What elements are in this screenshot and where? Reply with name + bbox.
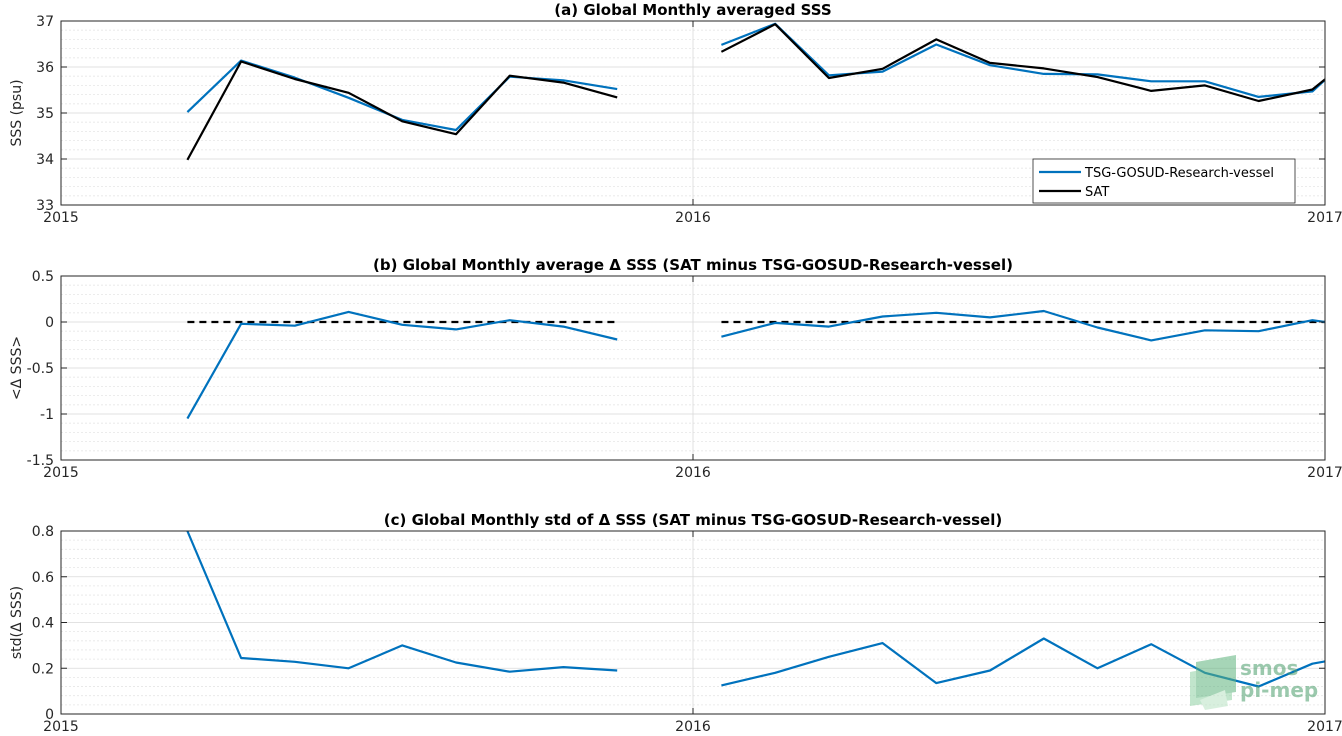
panel-b-mean-delta-sss: -1.5 -1 -0.5 0 0.5 2015 2016 2017 (b) Global Mon… [9,256,1342,481]
x-tick-label: 2016 [675,719,711,735]
y-tick-label: -0.5 [27,361,54,377]
chart-title: (a) Global Monthly averaged SSS [554,1,831,19]
y-tick-label: 0.5 [32,269,54,285]
y-tick-label: 0.6 [32,570,54,586]
x-tick-label: 2017 [1307,719,1342,735]
series-line-delta-seg0 [186,530,618,673]
series-line-delta-seg1 [721,637,1325,688]
y-tick-label: 0 [45,707,54,723]
panel-c-std-delta-sss: 0 0.2 0.4 0.6 0.8 2015 2016 2017 (c) Global Mont… [9,511,1342,735]
chart-title: (b) Global Monthly average Δ SSS (SAT mi… [373,256,1013,274]
x-tick-label: 2015 [43,719,79,735]
y-tick-label: 0.2 [32,661,54,677]
series-line-tsg-gosud-research-vessel-seg1 [720,22,1325,99]
x-tick-label: 2016 [675,465,711,481]
series-line-sat-seg0 [186,60,618,161]
y-tick-label: 0 [45,315,54,331]
y-tick-label: -1.5 [27,453,54,469]
y-tick-label: 37 [36,14,54,30]
y-tick-label: 0.8 [32,524,54,540]
y-tick-label: 35 [36,106,54,122]
x-tick-label: 2016 [675,210,711,226]
y-axis-label: SSS (psu) [9,79,25,146]
x-tick-label: 2015 [43,210,79,226]
y-axis-label: std(Δ SSS) [9,586,25,659]
y-tick-label: 33 [36,198,54,214]
y-tick-label: 0.4 [32,616,54,632]
legend-entry: TSG-GOSUD-Research-vessel [1084,166,1274,181]
logo-line2: pi-mep [1240,678,1318,702]
x-tick-label: 2017 [1307,210,1342,226]
y-tick-label: 34 [36,152,54,168]
series-line-delta-seg0 [186,310,618,420]
y-tick-label: -1 [40,407,54,423]
chart-title: (c) Global Monthly std of Δ SSS (SAT min… [384,511,1002,529]
logo-mark-icon [1190,655,1236,710]
legend: TSG-GOSUD-Research-vessel SAT [1032,158,1296,204]
panel-a-monthly-sss: 33 34 35 36 37 2015 2016 2017 (a) Global Monthly… [9,1,1342,226]
series-line-sat-seg1 [720,23,1325,103]
series-line-delta-seg1 [721,309,1325,342]
y-tick-label: 36 [36,60,54,76]
x-tick-label: 2015 [43,465,79,481]
logo-line1: smos [1240,656,1298,680]
smos-pi-mep-logo: smos pi-mep [1190,655,1318,710]
legend-entry: SAT [1085,185,1109,200]
legend-box [1032,158,1296,204]
x-tick-label: 2017 [1307,465,1342,481]
y-axis-label: <Δ SSS> [9,336,25,400]
